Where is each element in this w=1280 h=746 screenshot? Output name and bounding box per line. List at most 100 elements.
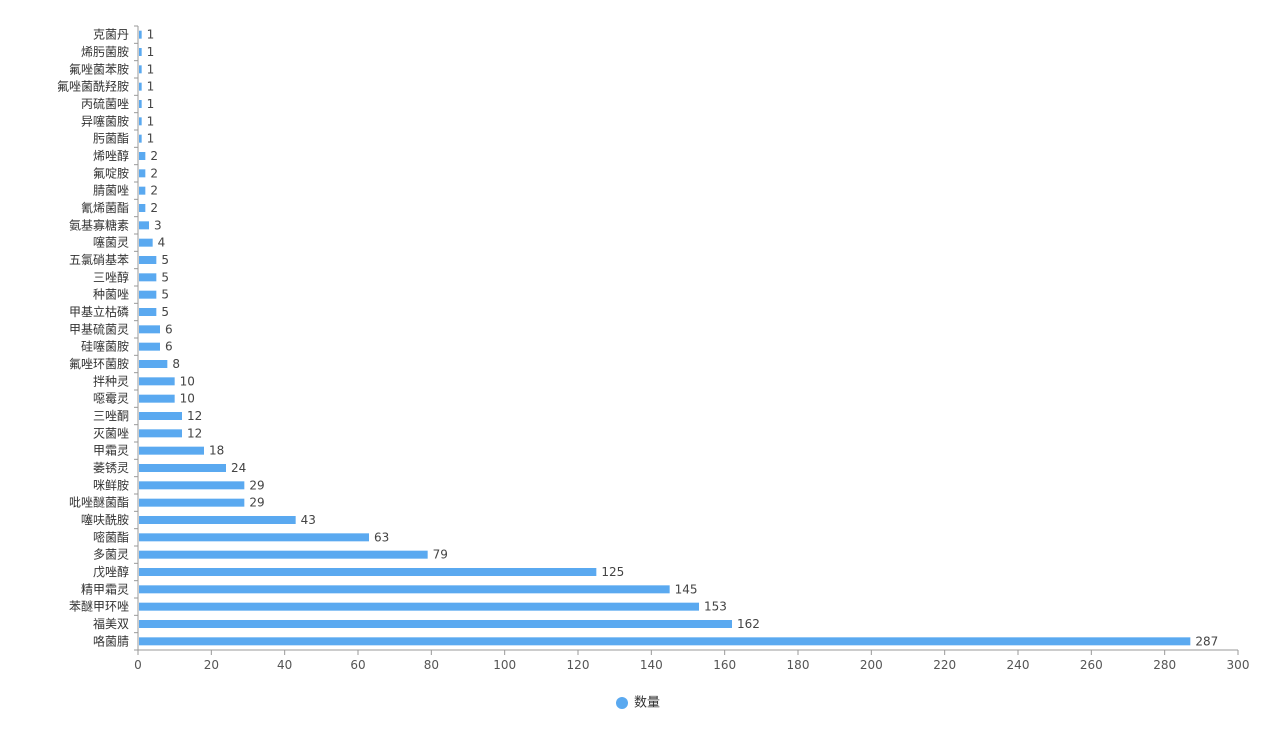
y-tick-label: 甲基立枯磷 <box>69 304 129 319</box>
bar-27[interactable] <box>139 481 245 490</box>
data-label: 2 <box>150 201 158 215</box>
data-label: 29 <box>249 478 264 492</box>
data-label: 1 <box>147 62 155 76</box>
bar-36[interactable] <box>139 637 1191 646</box>
bar-22[interactable] <box>139 394 175 403</box>
data-label: 153 <box>704 600 727 614</box>
y-tick-label: 氨基寡糖素 <box>69 217 129 232</box>
bar-25[interactable] <box>139 446 204 455</box>
data-label: 1 <box>147 114 155 128</box>
x-tick-label: 0 <box>134 658 142 672</box>
legend-label[interactable]: 数量 <box>634 696 660 711</box>
bar-20[interactable] <box>139 360 168 368</box>
data-label: 145 <box>675 582 698 596</box>
bar-35[interactable] <box>139 620 732 628</box>
y-tick-label: 异噻菌胺 <box>81 113 129 128</box>
y-tick-label: 拌种灵 <box>93 373 129 388</box>
data-label: 29 <box>249 496 264 510</box>
bar-26[interactable] <box>139 464 226 472</box>
y-tick-label: 三唑酮 <box>93 409 129 423</box>
bar-4[interactable] <box>139 82 142 91</box>
bar-32[interactable] <box>139 568 597 576</box>
bar-16[interactable] <box>139 290 157 299</box>
data-label: 8 <box>172 357 180 371</box>
y-tick-label: 氟唑环菌胺 <box>69 357 129 371</box>
axes-layer: 0 20 40 60 80 100 120 140 160 180 200 220 240 260 280 3… <box>134 25 1250 672</box>
data-label: 6 <box>165 340 173 354</box>
y-tick-label: 噻呋酰胺 <box>81 512 129 527</box>
y-tick-label: 嘧菌酯 <box>93 530 129 544</box>
x-tick-label: 300 <box>1227 658 1250 672</box>
y-tick-label: 萎锈灵 <box>93 461 129 475</box>
legend-marker[interactable] <box>616 697 628 709</box>
bar-30[interactable] <box>139 533 369 542</box>
x-tick-label: 220 <box>933 658 956 672</box>
labels-layer: 克菌丹 1 烯肟菌胺 1 氟唑菌苯胺 1 氟唑菌酰羟胺 1 丙硫菌唑 1 异噻菌胺 1 肟菌酯 1 烯唑醇 2… <box>57 28 1218 649</box>
y-tick-label: 种菌唑 <box>93 288 129 302</box>
y-tick-label: 丙硫菌唑 <box>81 96 129 111</box>
data-label: 63 <box>374 530 389 544</box>
data-label: 5 <box>161 253 169 267</box>
bar-15[interactable] <box>139 273 157 282</box>
bar-24[interactable] <box>139 429 182 438</box>
bar-12[interactable] <box>139 221 149 230</box>
data-label: 43 <box>301 513 316 527</box>
bar-29[interactable] <box>139 516 296 524</box>
bar-13[interactable] <box>139 238 153 247</box>
bar-34[interactable] <box>139 602 699 611</box>
y-tick-label: 吡唑醚菌酯 <box>69 496 129 510</box>
bar-9[interactable] <box>139 169 146 178</box>
bar-33[interactable] <box>139 585 670 594</box>
y-tick-label: 灭菌唑 <box>93 426 129 440</box>
data-label: 6 <box>165 322 173 336</box>
legend[interactable]: 数量 <box>616 696 660 711</box>
x-tick-label: 240 <box>1007 658 1030 672</box>
bars-layer <box>139 30 1191 646</box>
x-tick-label: 80 <box>424 658 439 672</box>
bar-19[interactable] <box>139 342 160 351</box>
y-tick-label: 硅噻菌胺 <box>81 339 129 354</box>
bar-6[interactable] <box>139 117 142 126</box>
bar-1[interactable] <box>139 30 142 39</box>
bar-18[interactable] <box>139 325 160 334</box>
data-label: 1 <box>147 45 155 59</box>
y-tick-label: 烯唑醇 <box>93 148 129 163</box>
y-tick-label: 肟菌酯 <box>93 132 129 146</box>
y-tick-label: 噁霉灵 <box>93 392 129 406</box>
data-label: 12 <box>187 409 202 423</box>
data-label: 79 <box>433 548 448 562</box>
bar-8[interactable] <box>139 152 146 160</box>
bar-10[interactable] <box>139 186 146 195</box>
bar-7[interactable] <box>139 134 142 143</box>
x-tick-label: 140 <box>640 658 663 672</box>
data-label: 2 <box>150 166 158 180</box>
bar-2[interactable] <box>139 48 142 56</box>
data-label: 10 <box>180 374 195 388</box>
x-tick-label: 280 <box>1153 658 1176 672</box>
bar-23[interactable] <box>139 412 182 420</box>
data-label: 5 <box>161 288 169 302</box>
bar-28[interactable] <box>139 498 245 507</box>
bar-21[interactable] <box>139 377 175 386</box>
y-tick-label: 氟啶胺 <box>93 166 129 180</box>
y-tick-label: 咯菌腈 <box>93 633 129 648</box>
bar-14[interactable] <box>139 256 157 264</box>
x-tick-label: 200 <box>860 658 883 672</box>
data-label: 5 <box>161 305 169 319</box>
bar-11[interactable] <box>139 204 146 212</box>
bar-31[interactable] <box>139 550 428 559</box>
data-label: 24 <box>231 461 246 475</box>
x-tick-label: 180 <box>787 658 810 672</box>
data-label: 287 <box>1195 634 1218 648</box>
data-label: 10 <box>180 392 195 406</box>
data-label: 1 <box>147 97 155 111</box>
bar-5[interactable] <box>139 100 142 108</box>
bar-17[interactable] <box>139 308 157 316</box>
bar-3[interactable] <box>139 65 142 74</box>
data-label: 3 <box>154 218 162 232</box>
y-tick-label: 噻菌灵 <box>93 235 129 250</box>
y-tick-label: 多菌灵 <box>93 548 129 562</box>
x-tick-label: 40 <box>277 658 292 672</box>
data-label: 1 <box>147 132 155 146</box>
